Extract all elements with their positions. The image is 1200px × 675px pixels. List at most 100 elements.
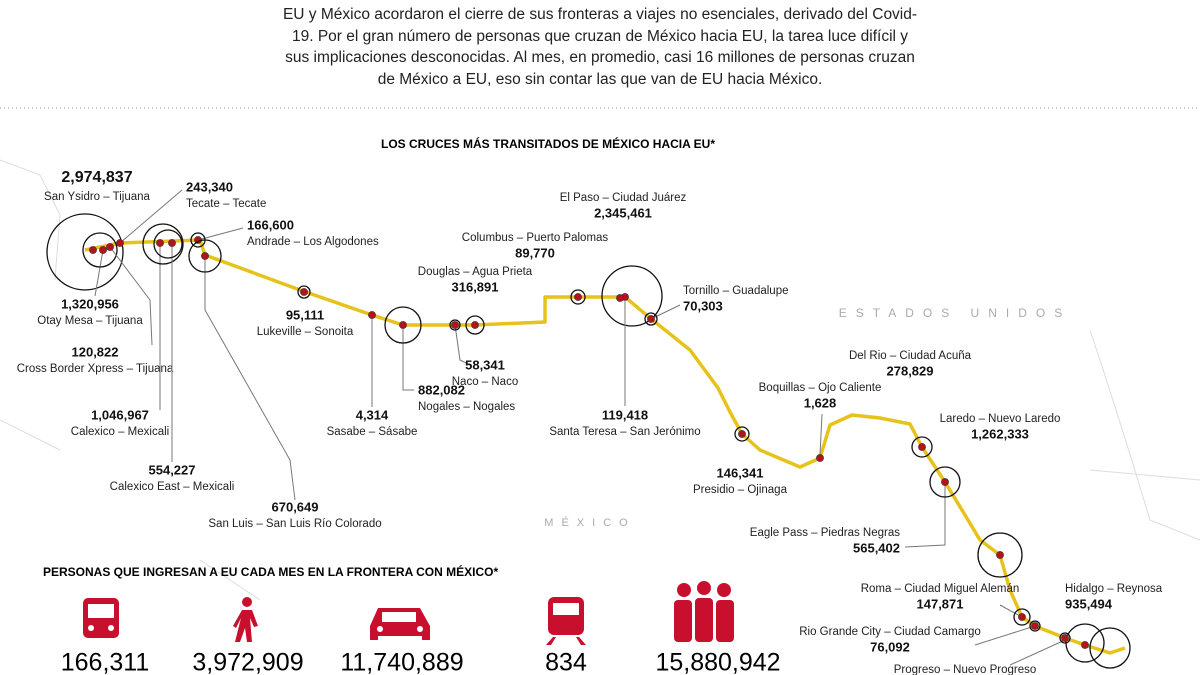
crossing-dot — [399, 321, 407, 329]
leader-line — [974, 625, 1036, 646]
crossing-dot — [647, 315, 655, 323]
crossing-value: 89,770 — [515, 245, 555, 260]
crossing-value: 2,345,461 — [594, 205, 652, 220]
crossing-circle — [46, 213, 124, 291]
crossing-name: Douglas – Agua Prieta — [418, 266, 533, 278]
crossing-value: 4,314 — [356, 407, 389, 422]
crossing-circle — [570, 289, 586, 305]
crossing-dot — [616, 294, 624, 302]
crossing-circle — [601, 265, 663, 327]
crossing-name: Laredo – Nuevo Laredo — [940, 413, 1061, 425]
crossing-circle — [188, 239, 222, 273]
crossing-name: Andrade – Los Algodones — [247, 236, 379, 248]
crossing-circle — [384, 306, 422, 344]
leader-line — [109, 246, 153, 346]
crossing-value: 166,600 — [247, 217, 294, 232]
leader-line — [819, 413, 823, 456]
crossing-value: 670,649 — [272, 499, 319, 514]
crossing-name: Sasabe – Sásabe — [327, 426, 418, 438]
monthly-value: 834 — [545, 649, 587, 675]
leader-line — [904, 482, 946, 548]
crossing-dot — [368, 311, 376, 319]
leader-line — [402, 325, 414, 391]
crossing-circle — [1089, 627, 1131, 669]
crossing-name: Cross Border Xpress – Tijuana — [17, 363, 174, 375]
crossing-value: 95,111 — [286, 307, 324, 322]
border-line — [84, 238, 1126, 655]
leader-line — [197, 227, 244, 241]
crossing-name: Calexico East – Mexicali — [110, 481, 235, 493]
crossing-dot — [1081, 641, 1089, 649]
crossing-dot — [168, 239, 176, 247]
crossing-name: Lukeville – Sonoita — [257, 326, 354, 338]
crossing-dot — [1018, 613, 1026, 621]
crossing-name: Nogales – Nogales — [418, 401, 515, 413]
monthly-value: 11,740,889 — [340, 649, 463, 675]
crossing-circle — [644, 312, 658, 326]
crossing-name: Tecate – Tecate — [186, 198, 266, 210]
monthly-value: 166,311 — [61, 649, 150, 675]
crossing-value: 882,082 — [418, 382, 465, 397]
crossing-dot — [816, 454, 824, 462]
monthly-value: 3,972,909 — [192, 649, 303, 675]
region-label: MÉXICO — [544, 516, 635, 529]
crossing-name: Otay Mesa – Tijuana — [37, 315, 143, 327]
crossing-name: Columbus – Puerto Palomas — [462, 232, 609, 244]
crossing-name: Santa Teresa – San Jerónimo — [549, 426, 700, 438]
crossing-dot — [89, 246, 97, 254]
crossing-value: 554,227 — [149, 462, 196, 477]
leader-line — [204, 256, 296, 501]
crossing-dot — [471, 321, 479, 329]
crossing-name: Rio Grande City – Ciudad Camargo — [799, 626, 981, 638]
leader-line — [119, 189, 183, 244]
crossing-circle — [1029, 620, 1041, 632]
crossing-circle — [297, 285, 311, 299]
crossing-circle — [465, 315, 485, 335]
crossing-name: Calexico – Mexicali — [71, 426, 169, 438]
leader-line — [454, 324, 471, 366]
crossing-dot — [116, 239, 124, 247]
icons — [83, 581, 734, 645]
crossing-value: 565,402 — [853, 540, 900, 555]
intro-text: EU y México acordaron el cierre de sus f… — [282, 6, 918, 88]
crossing-value: 147,871 — [917, 596, 964, 611]
crossing-name: Del Rio – Ciudad Acuña — [849, 350, 972, 362]
crossing-name: Tornillo – Guadalupe — [683, 285, 789, 297]
crossing-dot — [738, 430, 746, 438]
leader-line — [999, 604, 1023, 618]
map-title: LOS CRUCES MÁS TRANSITADOS DE MÉXICO HAC… — [381, 136, 715, 151]
crossing-dot — [106, 243, 114, 251]
crossing-dot — [201, 252, 209, 260]
crossing-value: 1,262,333 — [971, 426, 1029, 441]
crossing-value: 316,891 — [452, 279, 499, 294]
monthly-title: PERSONAS QUE INGRESAN A EU CADA MES EN L… — [43, 564, 498, 579]
crossing-circle — [449, 319, 461, 331]
crossing-value: 243,340 — [186, 179, 233, 194]
crossing-dot — [300, 288, 308, 296]
crossing-name: Presidio – Ojinaga — [693, 484, 788, 496]
crossing-name: Naco – Naco — [452, 376, 518, 388]
crossing-name: El Paso – Ciudad Juárez — [560, 192, 687, 204]
state-lines — [0, 159, 1200, 601]
crossing-name: San Ysidro – Tijuana — [44, 191, 151, 203]
monthly-value: 15,880,942 — [655, 649, 780, 675]
crossing-value: 1,046,967 — [91, 407, 149, 422]
crossing-circle — [142, 223, 184, 265]
crossing-dot — [996, 551, 1004, 559]
crossing-value: 1,320,956 — [61, 296, 119, 311]
leader-line — [650, 304, 681, 320]
crossing-value: 120,822 — [72, 344, 119, 359]
crossing-value: 76,092 — [870, 639, 910, 654]
crossing-value: 278,829 — [887, 363, 934, 378]
crossing-value: 146,341 — [717, 465, 764, 480]
crossing-name: Boquillas – Ojo Caliente — [759, 382, 882, 394]
crossing-dot — [1031, 622, 1039, 630]
crossing-dot — [99, 246, 107, 254]
crossing-dot — [918, 443, 926, 451]
region-label: ESTADOS UNIDOS — [839, 306, 1071, 320]
crossing-dot — [156, 239, 164, 247]
crossing-name: Hidalgo – Reynosa — [1065, 583, 1163, 595]
crossing-dot — [451, 321, 459, 329]
crossing-circle — [1059, 632, 1071, 644]
